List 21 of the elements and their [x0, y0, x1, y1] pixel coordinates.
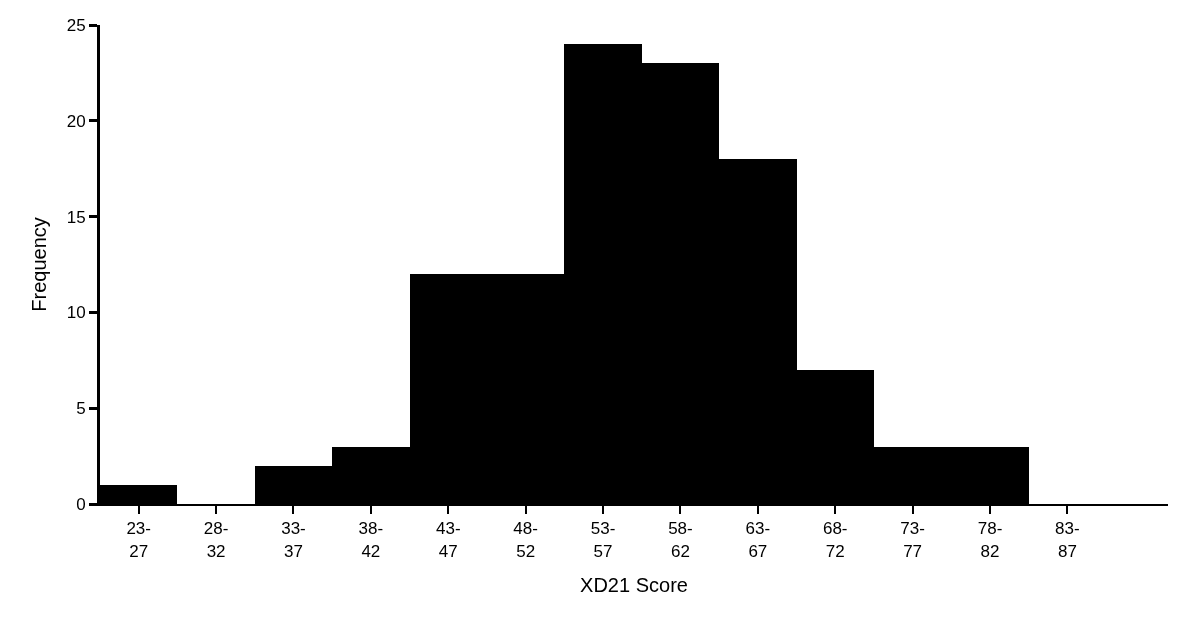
y-tick-label: 10: [66, 303, 86, 323]
x-tick-label: 78-82: [977, 519, 1003, 561]
x-axis-title: XD21 Score: [580, 573, 688, 596]
x-tick-label: 68-72: [822, 519, 848, 561]
x-tick-label: 73-77: [900, 519, 925, 561]
x-tick-label: 63-67: [745, 519, 771, 561]
y-tick-label: 15: [66, 207, 86, 227]
x-tick-label: 28-32: [203, 519, 229, 561]
x-tick-label: 23-27: [126, 519, 151, 561]
x-tick-label: 43-47: [435, 519, 461, 561]
x-tick-label: 53-57: [590, 519, 616, 561]
y-axis-title: Frequency: [28, 217, 51, 312]
y-tick-label: 0: [76, 494, 86, 514]
x-tick-label: 48-52: [513, 519, 538, 561]
x-tick-label: 38-42: [358, 519, 384, 561]
y-tick-label: 20: [66, 111, 86, 131]
x-tick-label: 33-37: [281, 519, 306, 561]
x-tick-label: 83-87: [1055, 519, 1080, 561]
x-tick-label: 58-62: [668, 519, 693, 561]
y-tick-label: 5: [76, 399, 86, 419]
y-tick-label: 25: [66, 15, 86, 35]
